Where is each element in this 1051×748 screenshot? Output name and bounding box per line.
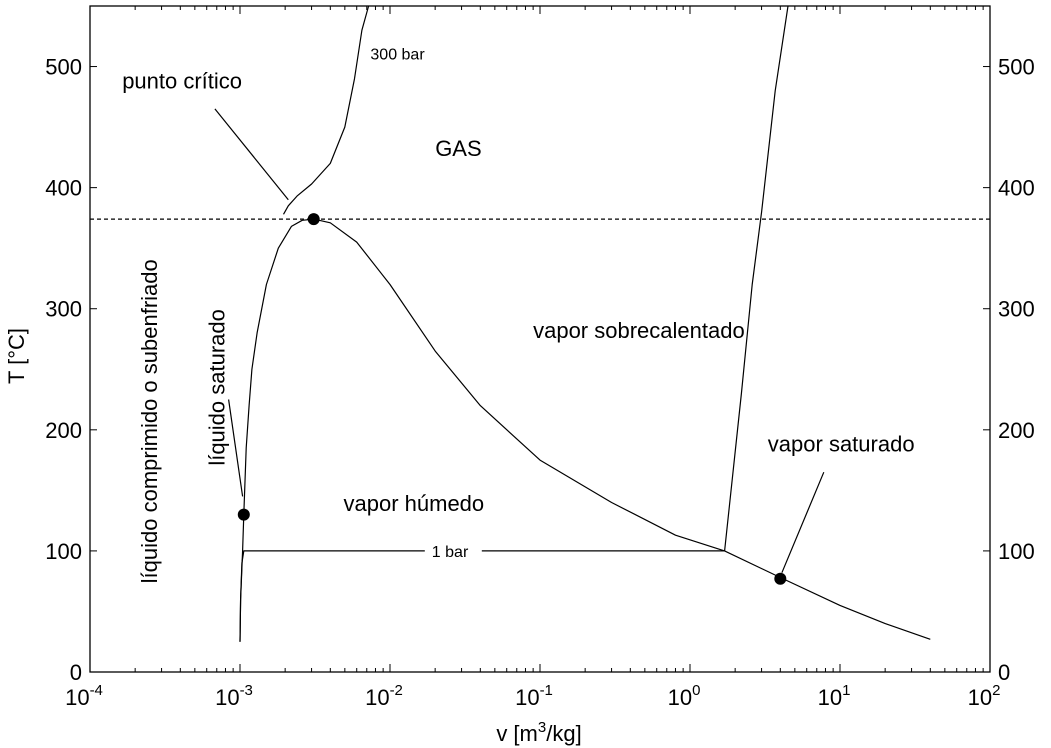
x-tick-label-exponent: -1 [540,682,553,699]
series-line-liquido-saturado-leader [228,399,244,497]
x-tick-label: 102 [968,682,1001,710]
annotation-vapor-saturado: vapor saturado [768,432,915,457]
series-line-saturation-dome [239,218,931,642]
x-tick-label-base: 10 [65,685,89,710]
series-line-300-bar [282,5,370,215]
y-tick-label-right: 0 [998,660,1010,685]
x-tick-label-exponent: -2 [390,682,403,699]
x-tick-label-exponent: -4 [90,682,103,699]
point-punto-critico [307,213,320,226]
x-tick-label: 10-3 [215,682,253,710]
y-tick-label-left: 100 [45,539,82,564]
annotation-liquido-saturado: líquido saturado [205,309,230,466]
x-axis-title-superscript: 3 [538,719,546,736]
x-tick-label-base: 10 [365,685,389,710]
y-tick-label-right: 100 [998,539,1035,564]
annotation-vapor-humedo: vapor húmedo [344,491,485,516]
y-tick-label-right: 500 [998,55,1035,80]
x-tick-label: 100 [668,682,701,710]
x-tick-label-base: 10 [215,685,239,710]
x-tick-label-exponent: -3 [240,682,253,699]
x-tick-label-exponent: 0 [692,682,700,699]
x-tick-label-base: 10 [668,685,692,710]
y-tick-label-left: 400 [45,176,82,201]
y-axis-title: T [°C] [4,328,29,384]
series-line-punto-critico-leader [214,108,289,201]
annotation-background [424,542,482,562]
annotation-vapor-sobrecalentado: vapor sobrecalentado [533,318,745,343]
x-tick-label-exponent: 1 [842,682,850,699]
y-tick-label-right: 300 [998,297,1035,322]
annotation-1-bar: 1 bar [432,544,469,561]
x-tick-label: 10-2 [365,682,403,710]
x-tick-label-base: 10 [818,685,842,710]
x-axis-title: v [m3/kg] [496,719,581,746]
y-tick-label-left: 300 [45,297,82,322]
y-tick-label-left: 500 [45,55,82,80]
annotation-background [363,45,438,65]
series-line-1-bar [239,5,789,642]
x-tick-label: 10-1 [515,682,553,710]
annotation-punto-critico: punto crítico [122,68,242,93]
y-tick-label-right: 400 [998,176,1035,201]
point-liquido-saturado [237,508,250,521]
y-tick-label-left: 200 [45,418,82,443]
series-line-vapor-saturado-leader [781,471,825,573]
x-tick-label-base: 10 [968,685,992,710]
point-vapor-saturado [774,572,787,585]
x-tick-label: 101 [818,682,851,710]
y-tick-label-left: 0 [70,660,82,685]
x-tick-label-base: 10 [515,685,539,710]
y-tick-label-right: 200 [998,418,1035,443]
x-tick-label: 10-4 [65,682,103,710]
x-axis-title-main: v [m [496,721,538,746]
y-axis-title-group: T [°C] [4,328,29,384]
x-tick-label-exponent: 2 [992,682,1000,699]
annotation-gas: GAS [435,136,481,161]
annotation-300-bar: 300 bar [370,46,425,63]
x-axis-title-end: /kg] [546,721,581,746]
annotation-liquido-comprimido-o-subenfriado: líquido comprimido o subenfriado [137,259,162,583]
